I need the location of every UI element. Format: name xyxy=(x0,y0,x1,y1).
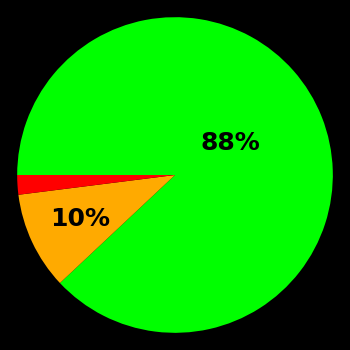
Text: 10%: 10% xyxy=(50,207,110,231)
Wedge shape xyxy=(17,17,333,333)
Text: 88%: 88% xyxy=(200,132,260,155)
Wedge shape xyxy=(19,175,175,283)
Wedge shape xyxy=(17,175,175,195)
